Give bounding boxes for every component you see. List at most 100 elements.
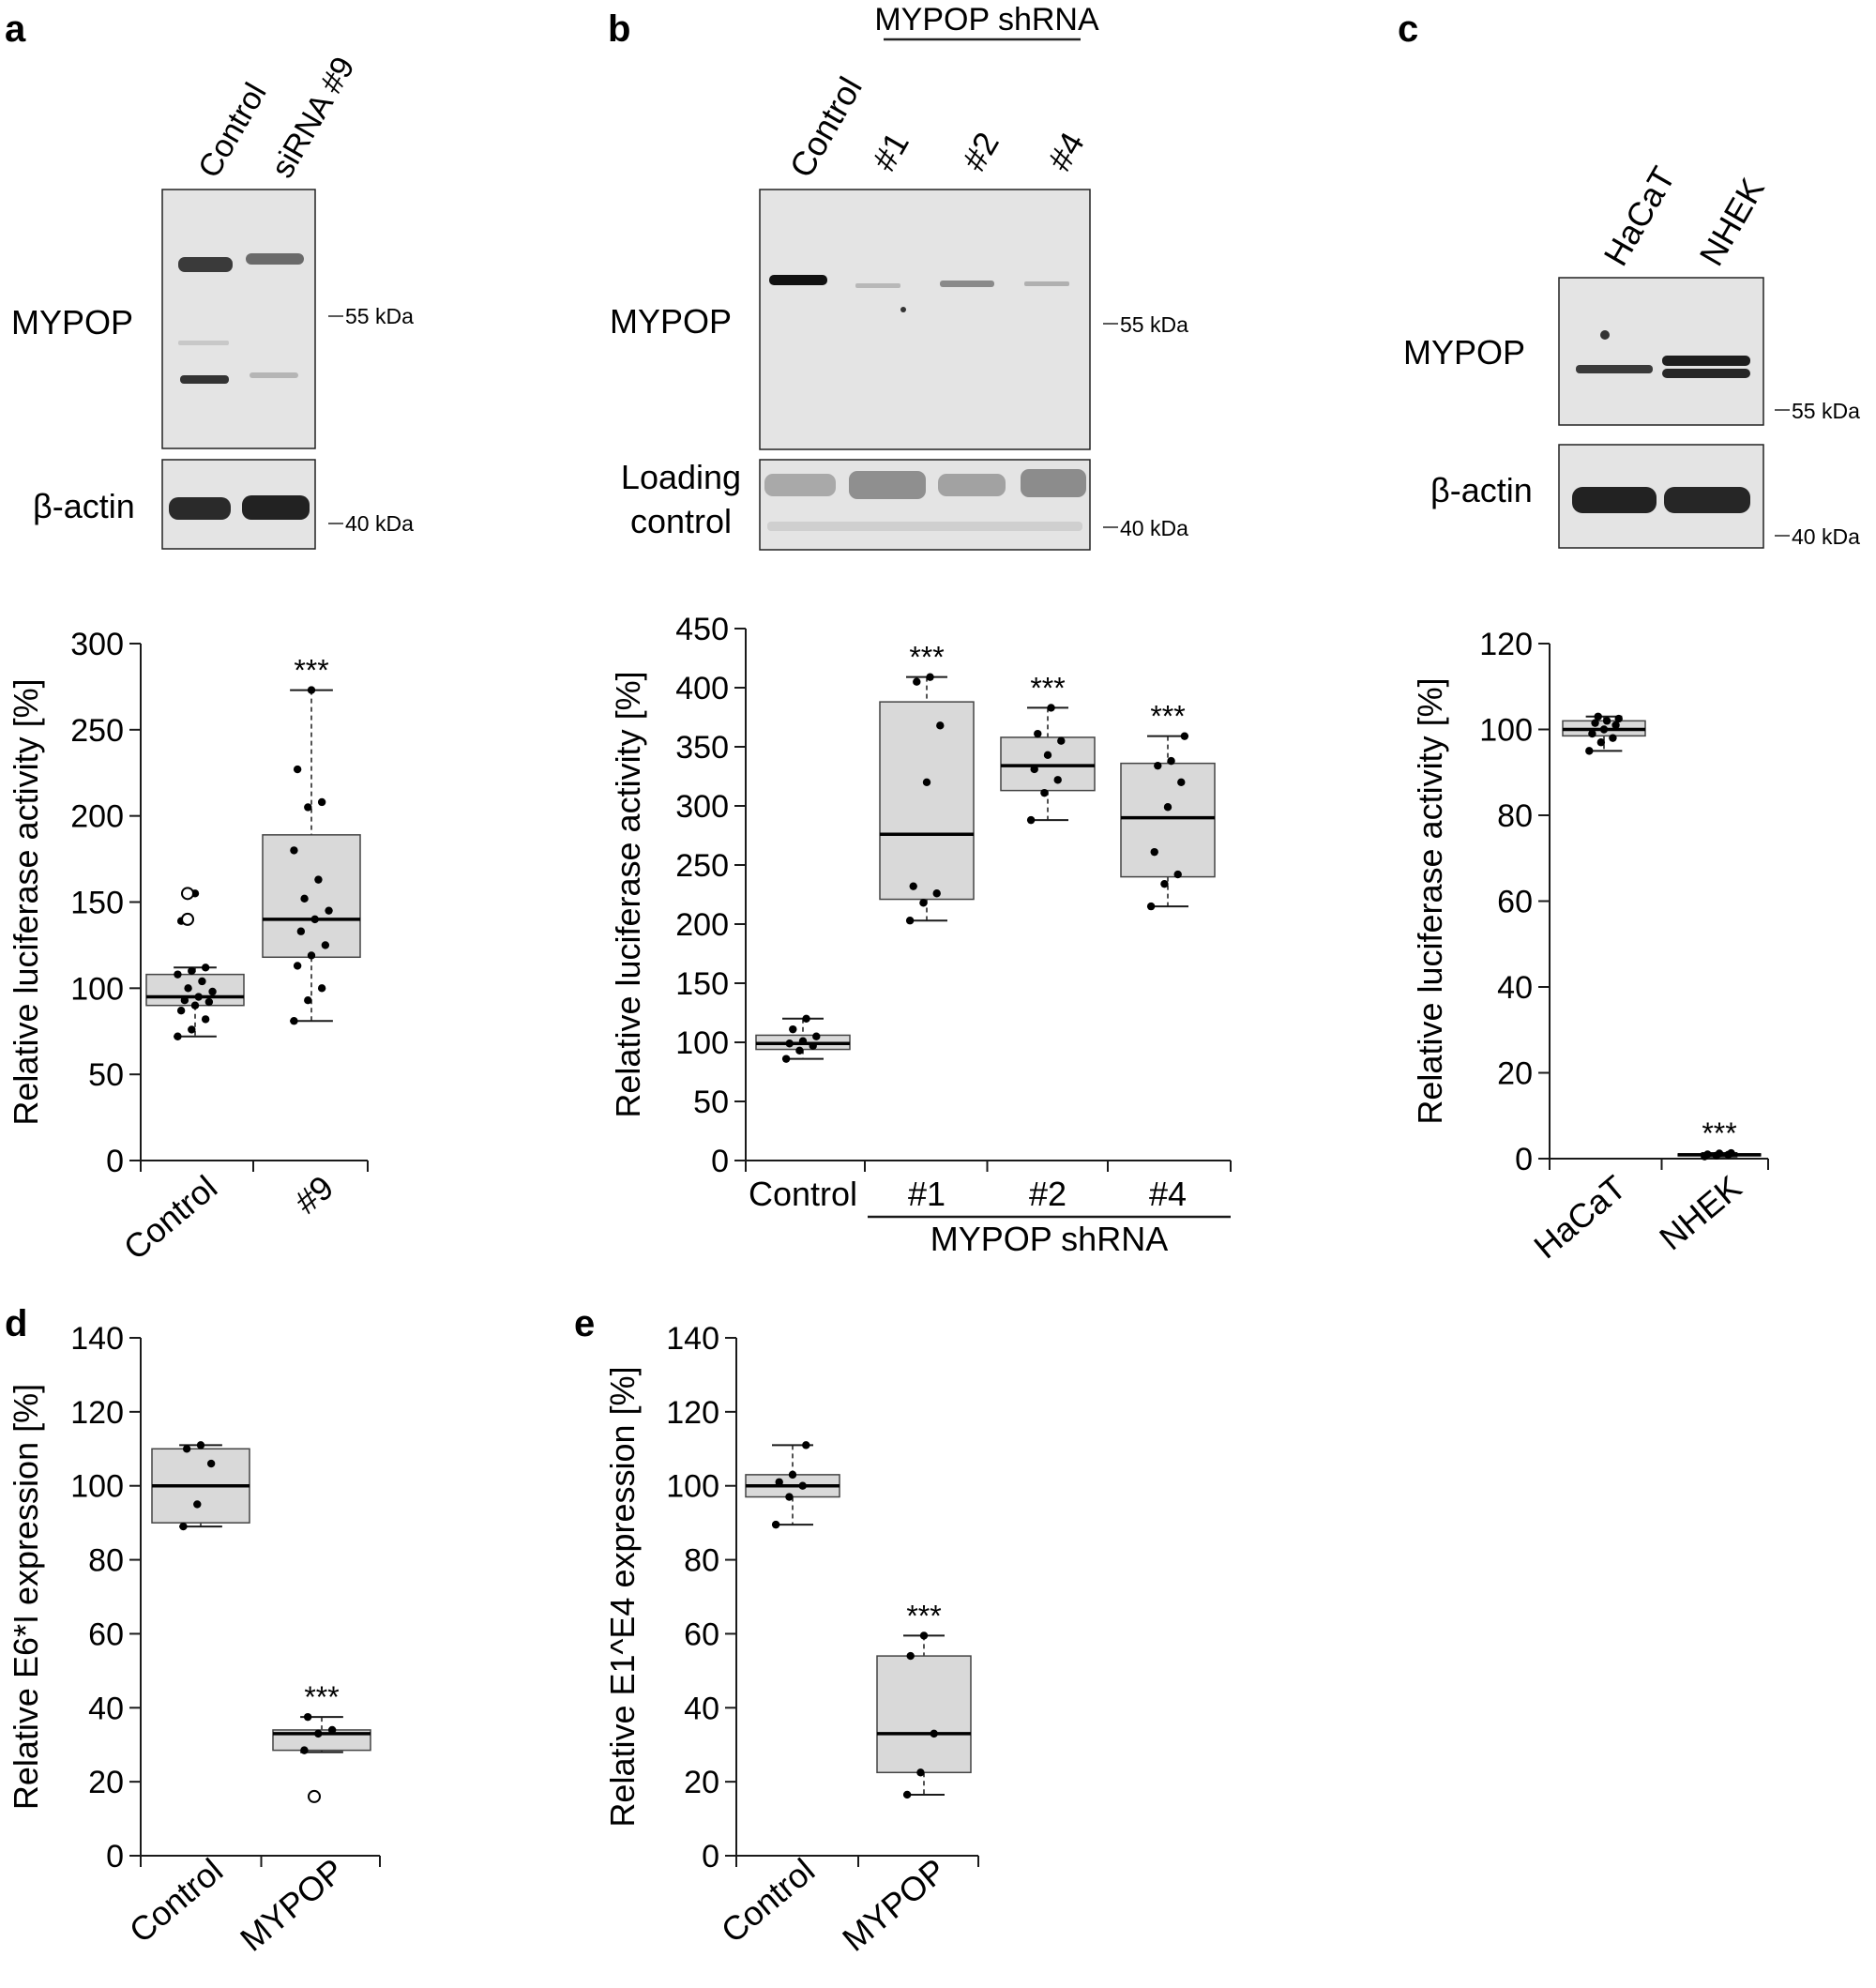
data-point bbox=[314, 875, 323, 884]
y-tick-label: 0 bbox=[106, 1144, 124, 1179]
significance-label: *** bbox=[909, 641, 944, 675]
data-point bbox=[802, 1441, 810, 1449]
data-point bbox=[913, 677, 921, 686]
data-point bbox=[922, 778, 931, 786]
data-point bbox=[180, 995, 189, 1005]
y-tick-label: 20 bbox=[1497, 1056, 1533, 1092]
data-point bbox=[304, 803, 312, 812]
data-point bbox=[193, 1500, 202, 1509]
y-tick-label: 80 bbox=[684, 1543, 719, 1579]
mw-label-c-55: 55 kDa bbox=[1792, 399, 1860, 423]
panel-letter-c: c bbox=[1398, 8, 1418, 50]
x-tick-label: #1 bbox=[908, 1175, 946, 1213]
x-tick-label: Control bbox=[122, 1851, 230, 1950]
data-point bbox=[1057, 736, 1066, 745]
band bbox=[242, 495, 310, 520]
data-point bbox=[1596, 738, 1606, 747]
data-point bbox=[290, 1017, 298, 1025]
data-point bbox=[304, 995, 312, 1005]
data-point bbox=[812, 1032, 821, 1040]
data-point bbox=[317, 984, 326, 993]
data-point bbox=[1727, 1148, 1735, 1158]
data-point bbox=[321, 941, 330, 949]
lane-label-a-control: Control bbox=[191, 77, 274, 184]
data-point bbox=[300, 1746, 309, 1754]
x-tick-label: #2 bbox=[1029, 1175, 1067, 1213]
data-point bbox=[1030, 765, 1038, 774]
lane-label-b-4: #4 bbox=[1039, 126, 1092, 177]
data-point bbox=[781, 1055, 791, 1063]
band bbox=[1021, 469, 1086, 497]
blot-a: Control siRNA #9 MYPOP 55 kDa β-actin 40… bbox=[11, 51, 414, 550]
y-tick-label: 120 bbox=[666, 1395, 719, 1431]
box-iqr bbox=[1000, 736, 1096, 792]
band bbox=[178, 341, 229, 345]
y-tick-label: 50 bbox=[88, 1057, 124, 1093]
x-tick-label: #4 bbox=[1149, 1175, 1187, 1213]
box-iqr bbox=[1120, 762, 1216, 878]
mw-label-a-55: 55 kDa bbox=[345, 304, 414, 328]
band bbox=[180, 375, 229, 384]
protein-label-a: MYPOP bbox=[11, 303, 133, 341]
data-point bbox=[310, 915, 319, 924]
x-tick-label: MYPOP bbox=[233, 1851, 351, 1959]
data-point bbox=[1167, 756, 1175, 766]
y-tick-label: 400 bbox=[675, 671, 729, 706]
data-point bbox=[1047, 704, 1055, 712]
data-point bbox=[798, 1037, 808, 1045]
data-point bbox=[789, 1024, 797, 1034]
mw-label-b-40: 40 kDa bbox=[1120, 516, 1188, 540]
data-point bbox=[201, 964, 210, 972]
data-point bbox=[196, 1441, 205, 1449]
mw-label-c-40: 40 kDa bbox=[1792, 524, 1860, 549]
y-tick-label: 100 bbox=[70, 971, 124, 1007]
y-tick-label: 150 bbox=[675, 966, 729, 1002]
band bbox=[1662, 369, 1750, 378]
panel-letter-a: a bbox=[5, 8, 26, 50]
data-point bbox=[1043, 751, 1052, 760]
band bbox=[169, 497, 231, 520]
data-point bbox=[1177, 778, 1186, 786]
y-tick-label: 80 bbox=[1497, 798, 1533, 834]
data-point bbox=[208, 987, 217, 996]
y-tick-label: 60 bbox=[88, 1616, 124, 1652]
data-point bbox=[1703, 1150, 1712, 1159]
data-point bbox=[290, 846, 298, 855]
y-tick-label: 0 bbox=[711, 1144, 729, 1179]
data-point bbox=[201, 1015, 210, 1024]
lane-label-b-2: #2 bbox=[954, 126, 1006, 177]
y-axis-label: Relative E1^E4 expression [%] bbox=[603, 1366, 642, 1827]
data-point bbox=[909, 882, 917, 890]
chart-a: 0 50 100 150 200 250 300 Relative luciferase ac… bbox=[7, 627, 369, 1267]
data-point bbox=[307, 951, 316, 960]
band bbox=[764, 474, 836, 496]
data-point bbox=[1173, 870, 1182, 879]
y-tick-label: 40 bbox=[684, 1691, 719, 1726]
data-point bbox=[188, 966, 196, 976]
data-point bbox=[930, 1729, 938, 1738]
y-tick-label: 20 bbox=[684, 1765, 719, 1800]
y-tick-label: 200 bbox=[675, 907, 729, 943]
band bbox=[767, 522, 1082, 531]
band bbox=[246, 253, 304, 265]
data-point bbox=[785, 1040, 794, 1048]
data-point bbox=[198, 977, 206, 986]
data-point bbox=[1591, 719, 1599, 727]
data-point bbox=[327, 1725, 337, 1735]
y-axis-label: Relative E6*I expression [%] bbox=[7, 1384, 45, 1810]
data-point bbox=[1040, 788, 1049, 797]
chart-d: 0 20 40 60 80 100 120 140 Relative E6*I expressi… bbox=[7, 1321, 381, 1959]
data-point bbox=[174, 970, 182, 979]
data-point bbox=[902, 1790, 912, 1799]
y-tick-label: 60 bbox=[684, 1616, 719, 1652]
x-tick-label: Control bbox=[749, 1175, 857, 1213]
protein-label-c: MYPOP bbox=[1403, 333, 1525, 372]
y-tick-label: 350 bbox=[675, 730, 729, 766]
data-point bbox=[905, 917, 915, 925]
outlier-point bbox=[308, 1789, 321, 1803]
data-point bbox=[1154, 761, 1162, 770]
data-point bbox=[1160, 879, 1169, 888]
y-tick-label: 50 bbox=[693, 1085, 729, 1120]
data-point bbox=[1146, 902, 1156, 911]
